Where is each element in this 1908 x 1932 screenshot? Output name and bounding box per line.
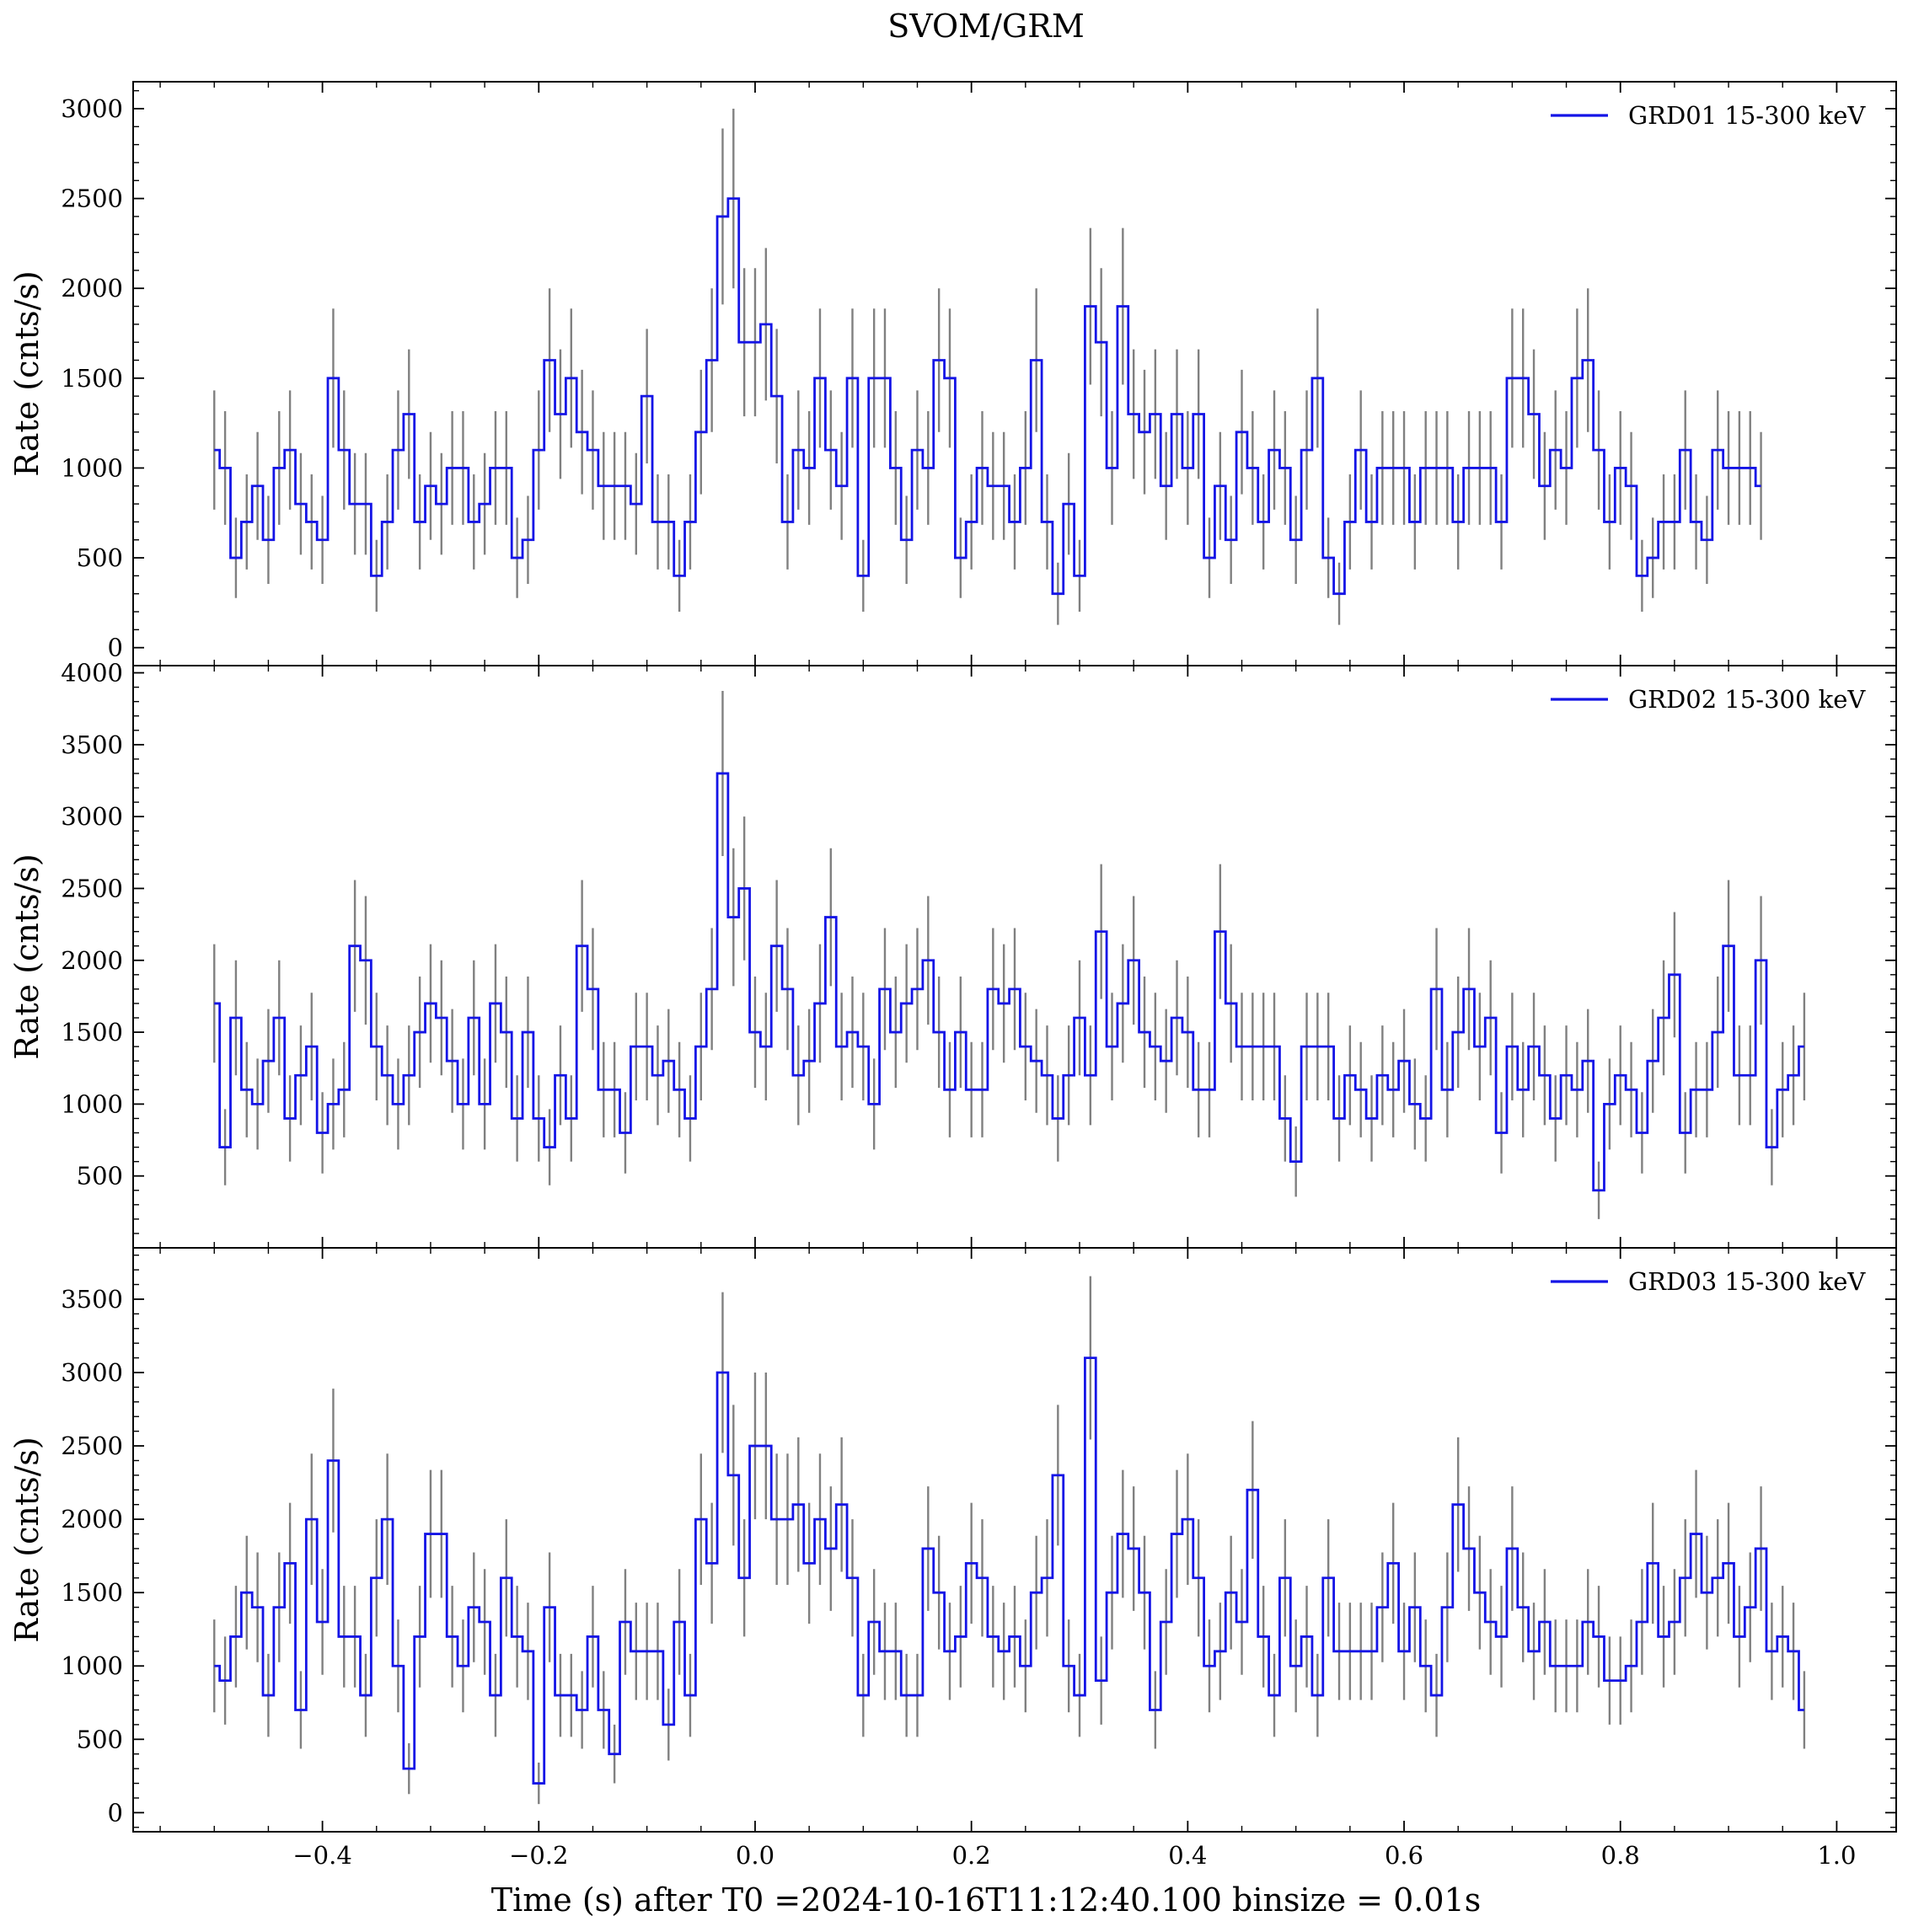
- y-tick-label: 3500: [61, 731, 123, 759]
- x-tick-label: −0.2: [509, 1841, 568, 1870]
- panel-grd03: 0 500 1000 1500 2000 2500 3000 3500 −0.4 −0.2 0.0 0…: [8, 1247, 1897, 1870]
- y-tick-label: 1000: [61, 453, 123, 482]
- panel-grd01: 0 500 1000 1500 2000 2500 3000 Rate (cnts/s) GRD…: [8, 81, 1897, 666]
- y-tick-label: 0: [108, 634, 123, 662]
- axes-frame: [132, 81, 1897, 666]
- y-tick-label: 2500: [61, 1432, 123, 1460]
- series-line-grd01: [214, 197, 1761, 596]
- y-tick-label: 2500: [61, 185, 123, 213]
- panel-grd02: 500 1000 1500 2000 2500 3000 3500 4000 Rate (cnt…: [8, 659, 1897, 1249]
- y-tick-label: 500: [77, 1725, 123, 1753]
- y-tick-label: 4000: [61, 659, 123, 688]
- axes-frame: [132, 1247, 1897, 1833]
- y-tick-label: 3000: [61, 94, 123, 123]
- series-line-grd02: [214, 772, 1804, 1192]
- y-tick-label: 1000: [61, 1651, 123, 1680]
- y-tick-label: 2000: [61, 274, 123, 302]
- y-tick-label: 2000: [61, 946, 123, 975]
- y-tick-label: 2500: [61, 874, 123, 902]
- y-tick-label: 2000: [61, 1505, 123, 1533]
- x-tick-label: 0.4: [1168, 1841, 1207, 1870]
- x-tick-label: 0.2: [952, 1841, 991, 1870]
- y-axis-label: Rate (cnts/s): [8, 854, 46, 1059]
- error-bars: [213, 108, 1762, 625]
- legend-label: GRD03 15-300 keV: [1628, 1267, 1866, 1296]
- y-tick-label: 1500: [61, 1018, 123, 1046]
- y-tick-label: 0: [108, 1798, 123, 1827]
- y-tick-label: 1500: [61, 1578, 123, 1607]
- series-line-grd03: [214, 1357, 1804, 1785]
- legend-label: GRD02 15-300 keV: [1628, 685, 1866, 714]
- y-tick-label: 3500: [61, 1285, 123, 1314]
- legend-label: GRD01 15-300 keV: [1628, 101, 1866, 130]
- x-tick-label: 0.0: [736, 1841, 774, 1870]
- x-axis-label: Time (s) after T0 =2024-10-16T11:12:40.1…: [491, 1881, 1482, 1919]
- y-tick-label: 3000: [61, 802, 123, 831]
- y-axis-label: Rate (cnts/s): [8, 1437, 46, 1642]
- x-tick-label: 0.6: [1385, 1841, 1423, 1870]
- x-tick-label: 0.8: [1601, 1841, 1640, 1870]
- y-tick-label: 500: [77, 1162, 123, 1191]
- error-bars: [213, 690, 1806, 1219]
- x-tick-label: 1.0: [1817, 1841, 1856, 1870]
- y-tick-label: 1000: [61, 1089, 123, 1118]
- y-axis-label: Rate (cnts/s): [8, 270, 46, 476]
- y-tick-label: 500: [77, 543, 123, 572]
- y-tick-label: 1500: [61, 364, 123, 393]
- figure-title: SVOM/GRM: [887, 8, 1085, 45]
- panels: 0 500 1000 1500 2000 2500 3000 Rate (cnts/s) GRD…: [8, 81, 1897, 1870]
- y-tick-label: 3000: [61, 1358, 123, 1387]
- error-bars: [213, 1276, 1806, 1805]
- x-tick-label: −0.4: [292, 1841, 351, 1870]
